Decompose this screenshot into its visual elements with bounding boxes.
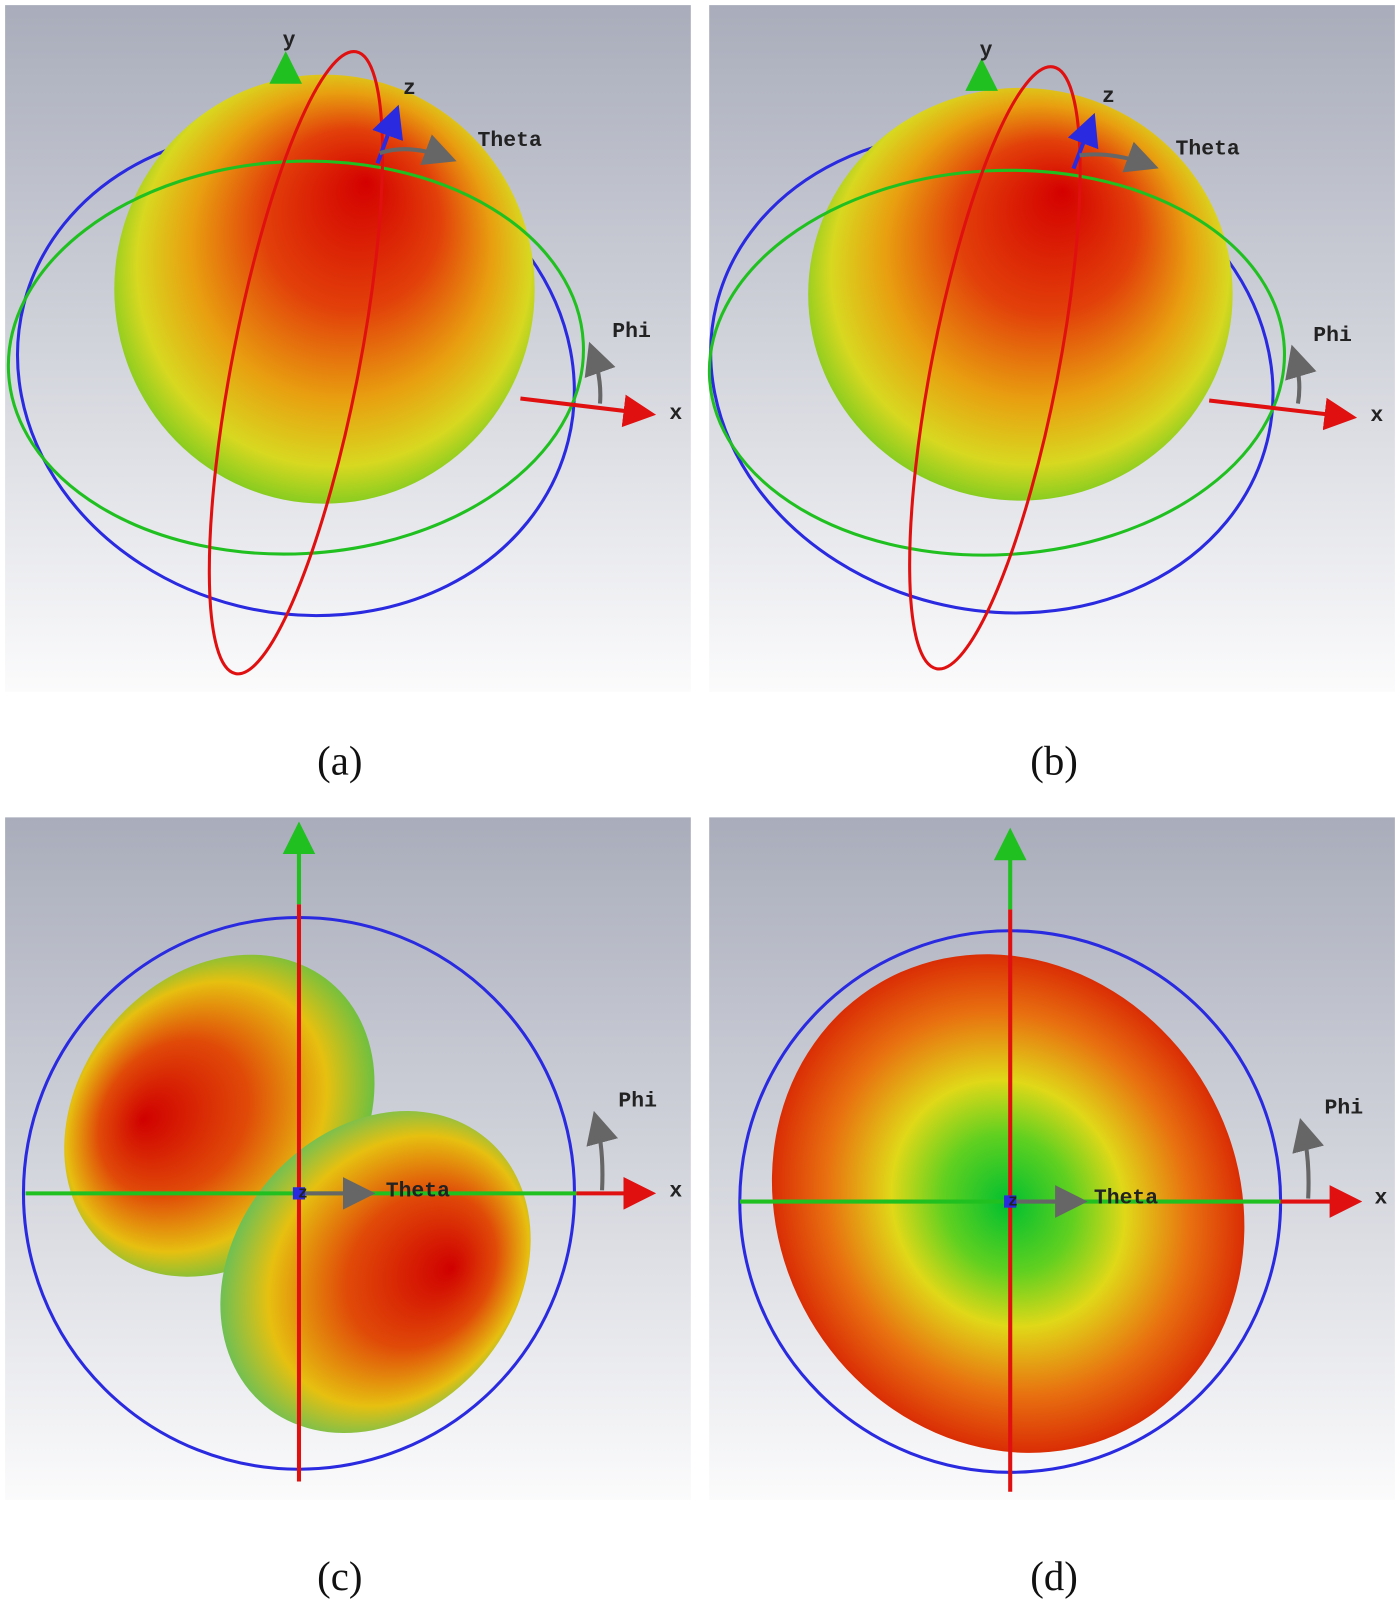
x-axis-arrow xyxy=(520,394,657,428)
radiation-lobe xyxy=(114,74,535,504)
z-label: z xyxy=(298,1183,308,1202)
phi-label: Phi xyxy=(618,1090,657,1114)
x-label: x xyxy=(1370,404,1383,428)
z-label: z xyxy=(403,77,416,101)
z-axis-arrow xyxy=(1067,112,1099,170)
caption: (a) xyxy=(317,738,362,783)
theta-arrow xyxy=(1079,141,1159,173)
z-axis-marker xyxy=(292,1187,306,1200)
theta-label: Theta xyxy=(1094,1187,1158,1211)
x-label: x xyxy=(1374,1187,1387,1211)
caption: (c) xyxy=(317,1554,362,1599)
phi-arrow xyxy=(584,341,616,404)
z-axis-marker xyxy=(1004,1195,1017,1208)
z-label: z xyxy=(1102,85,1115,109)
phi-label: Phi xyxy=(612,320,651,344)
phi-arrow xyxy=(586,1110,618,1191)
panel-d: z Theta Phi x xyxy=(709,817,1395,1500)
x-label: x xyxy=(669,402,682,426)
phi-arrow xyxy=(1285,344,1317,404)
phi-label: Phi xyxy=(1324,1097,1363,1121)
panel-a: y z Theta Phi x xyxy=(5,5,691,692)
x-label: x xyxy=(669,1179,682,1203)
y-label: y xyxy=(283,29,296,53)
ring-red xyxy=(908,65,1082,671)
theta-arrow xyxy=(378,134,457,166)
radiation-lobe xyxy=(808,87,1233,501)
x-axis-arrow xyxy=(1208,397,1358,431)
panel-b: y z Theta Phi x xyxy=(707,5,1395,692)
ring-red xyxy=(207,50,385,676)
panel-c: z Theta Phi x xyxy=(5,817,691,1500)
ring-green xyxy=(707,168,1287,557)
theta-label: Theta xyxy=(386,1179,450,1203)
theta-label: Theta xyxy=(478,129,542,153)
caption: (b) xyxy=(1030,738,1078,783)
phi-label: Phi xyxy=(1313,324,1352,348)
phi-arrow xyxy=(1292,1118,1324,1199)
caption: (d) xyxy=(1030,1554,1078,1599)
z-label: z xyxy=(1008,1192,1018,1211)
y-label: y xyxy=(980,39,993,63)
theta-label: Theta xyxy=(1176,137,1240,161)
